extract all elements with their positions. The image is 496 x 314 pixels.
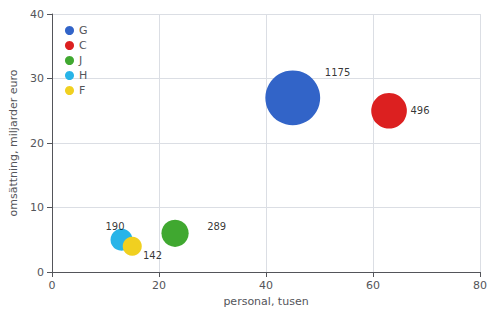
svg-text:60: 60 xyxy=(366,279,380,292)
svg-text:0: 0 xyxy=(49,279,56,292)
svg-text:30: 30 xyxy=(30,72,44,85)
svg-text:20: 20 xyxy=(30,137,44,150)
svg-text:10: 10 xyxy=(30,201,44,214)
svg-text:H: H xyxy=(79,69,87,82)
svg-text:496: 496 xyxy=(410,105,429,116)
svg-text:142: 142 xyxy=(143,250,162,261)
svg-text:C: C xyxy=(79,39,87,52)
svg-text:20: 20 xyxy=(152,279,166,292)
svg-text:F: F xyxy=(79,84,85,97)
svg-text:289: 289 xyxy=(207,221,226,232)
svg-text:J: J xyxy=(78,54,82,67)
svg-text:0: 0 xyxy=(37,266,44,279)
svg-text:G: G xyxy=(79,24,88,37)
svg-text:personal, tusen: personal, tusen xyxy=(223,295,308,308)
svg-text:190: 190 xyxy=(106,221,125,232)
svg-text:40: 40 xyxy=(259,279,273,292)
svg-text:40: 40 xyxy=(30,8,44,21)
svg-text:1175: 1175 xyxy=(325,67,350,78)
svg-text:80: 80 xyxy=(473,279,487,292)
svg-text:omsättning, miljarder euro: omsättning, miljarder euro xyxy=(7,69,20,216)
